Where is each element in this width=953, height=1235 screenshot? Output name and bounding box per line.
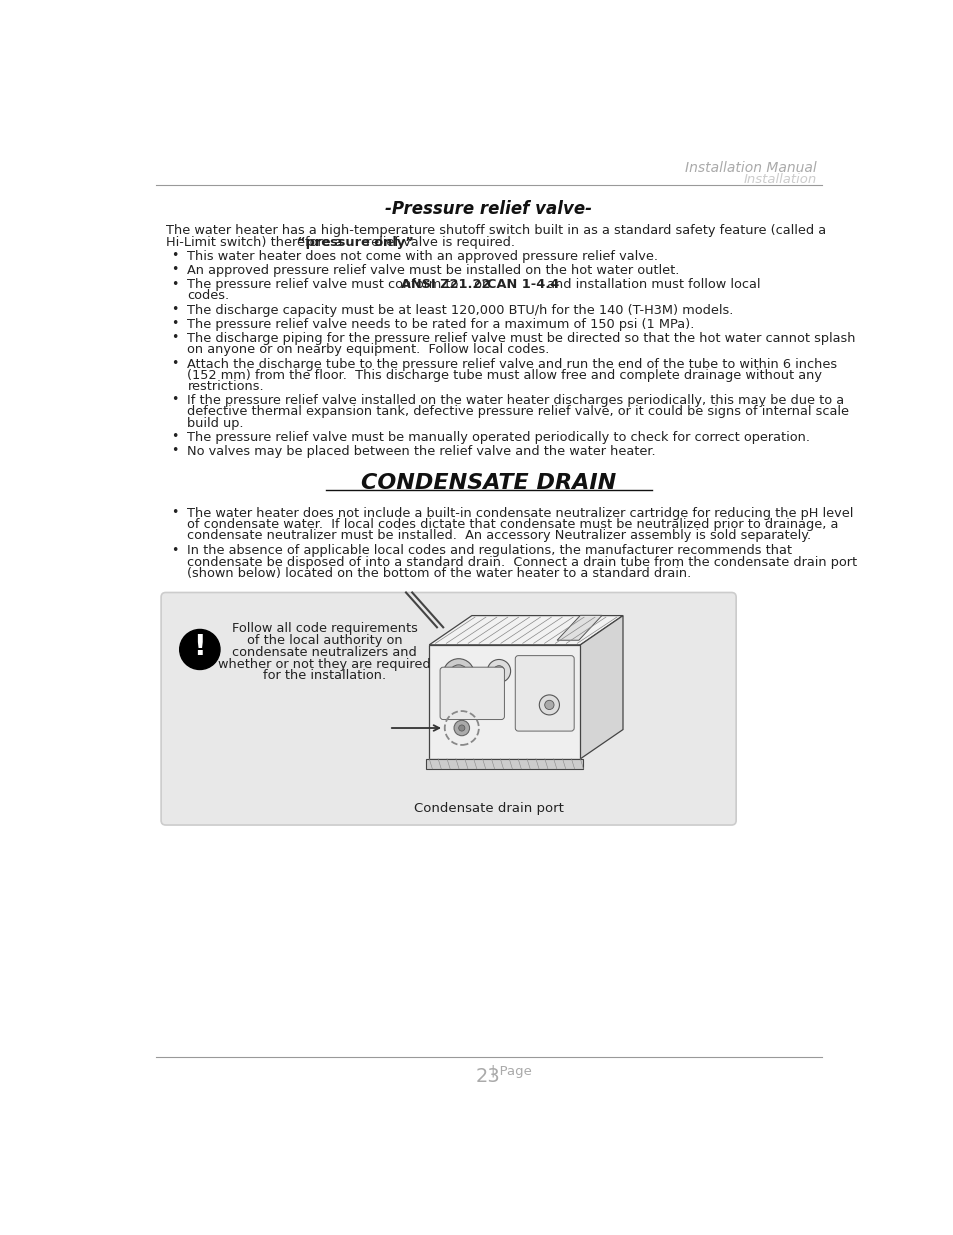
- Text: •: •: [172, 303, 178, 316]
- FancyBboxPatch shape: [161, 593, 736, 825]
- Text: Installation: Installation: [742, 173, 816, 185]
- Text: (shown below) located on the bottom of the water heater to a standard drain.: (shown below) located on the bottom of t…: [187, 567, 691, 579]
- Text: •: •: [172, 445, 178, 457]
- Text: CONDENSATE DRAIN: CONDENSATE DRAIN: [361, 473, 616, 493]
- Text: •: •: [172, 278, 178, 290]
- Text: The pressure relief valve must conform to: The pressure relief valve must conform t…: [187, 278, 462, 291]
- Text: In the absence of applicable local codes and regulations, the manufacturer recom: In the absence of applicable local codes…: [187, 545, 792, 557]
- Text: on anyone or on nearby equipment.  Follow local codes.: on anyone or on nearby equipment. Follow…: [187, 343, 549, 357]
- Text: The discharge piping for the pressure relief valve must be directed so that the : The discharge piping for the pressure re…: [187, 332, 855, 346]
- Circle shape: [443, 658, 474, 689]
- Text: CAN 1-4.4: CAN 1-4.4: [486, 278, 558, 291]
- Text: •: •: [172, 331, 178, 345]
- Circle shape: [449, 664, 468, 683]
- Text: condensate be disposed of into a standard drain.  Connect a drain tube from the : condensate be disposed of into a standar…: [187, 556, 857, 568]
- Text: Installation Manual: Installation Manual: [684, 162, 816, 175]
- Text: Follow all code requirements: Follow all code requirements: [232, 621, 417, 635]
- Text: -Pressure relief valve-: -Pressure relief valve-: [385, 200, 592, 217]
- Text: | Page: | Page: [491, 1066, 532, 1078]
- Text: !: !: [193, 634, 206, 661]
- Text: “pressure only”: “pressure only”: [297, 236, 414, 248]
- Circle shape: [540, 667, 546, 673]
- Text: or: or: [470, 278, 491, 291]
- Text: •: •: [172, 357, 178, 369]
- Text: No valves may be placed between the relief valve and the water heater.: No valves may be placed between the reli…: [187, 445, 656, 458]
- Text: and installation must follow local: and installation must follow local: [542, 278, 760, 291]
- Text: build up.: build up.: [187, 416, 244, 430]
- Text: Attach the discharge tube to the pressure relief valve and run the end of the tu: Attach the discharge tube to the pressur…: [187, 358, 837, 370]
- Text: The pressure relief valve needs to be rated for a maximum of 150 psi (1 MPa).: The pressure relief valve needs to be ra…: [187, 317, 694, 331]
- FancyBboxPatch shape: [515, 656, 574, 731]
- Text: condensate neutralizers and: condensate neutralizers and: [232, 646, 416, 658]
- Text: •: •: [172, 317, 178, 330]
- Text: of the local authority on: of the local authority on: [247, 634, 402, 647]
- Text: •: •: [172, 263, 178, 277]
- Text: The water heater does not include a built-in condensate neutralizer cartridge fo: The water heater does not include a buil…: [187, 508, 853, 520]
- Text: of condensate water.  If local codes dictate that condensate must be neutralized: of condensate water. If local codes dict…: [187, 519, 838, 531]
- Text: for the installation.: for the installation.: [263, 669, 386, 683]
- Circle shape: [493, 666, 504, 677]
- Text: condensate neutralizer must be installed.  An accessory Neutralizer assembly is : condensate neutralizer must be installed…: [187, 530, 811, 542]
- Text: codes.: codes.: [187, 289, 230, 303]
- Text: The water heater has a high-temperature shutoff switch built in as a standard sa: The water heater has a high-temperature …: [166, 225, 825, 237]
- Circle shape: [458, 725, 464, 731]
- Circle shape: [487, 659, 510, 683]
- Circle shape: [454, 720, 469, 736]
- FancyBboxPatch shape: [439, 667, 504, 720]
- Text: 23: 23: [476, 1067, 500, 1086]
- Circle shape: [455, 671, 462, 678]
- Text: If the pressure relief valve installed on the water heater discharges periodical: If the pressure relief valve installed o…: [187, 394, 843, 408]
- Text: •: •: [172, 506, 178, 519]
- Text: The pressure relief valve must be manually operated periodically to check for co: The pressure relief valve must be manual…: [187, 431, 810, 443]
- Text: This water heater does not come with an approved pressure relief valve.: This water heater does not come with an …: [187, 249, 658, 263]
- Text: •: •: [172, 249, 178, 262]
- Text: whether or not they are required: whether or not they are required: [218, 657, 431, 671]
- Bar: [429, 645, 579, 758]
- Text: defective thermal expansion tank, defective pressure relief valve, or it could b: defective thermal expansion tank, defect…: [187, 405, 848, 419]
- Polygon shape: [429, 615, 622, 645]
- Text: Hi-Limit switch) therefore a: Hi-Limit switch) therefore a: [166, 236, 346, 248]
- Polygon shape: [557, 615, 601, 640]
- Polygon shape: [426, 758, 583, 769]
- Circle shape: [538, 695, 558, 715]
- Circle shape: [179, 630, 220, 669]
- Text: The discharge capacity must be at least 120,000 BTU/h for the 140 (T-H3M) models: The discharge capacity must be at least …: [187, 304, 733, 316]
- Polygon shape: [579, 615, 622, 758]
- Text: •: •: [172, 394, 178, 406]
- Text: relief valve is required.: relief valve is required.: [361, 236, 515, 248]
- Text: (152 mm) from the floor.  This discharge tube must allow free and complete drain: (152 mm) from the floor. This discharge …: [187, 369, 821, 382]
- Text: restrictions.: restrictions.: [187, 380, 264, 393]
- Text: Condensate drain port: Condensate drain port: [414, 802, 563, 815]
- Circle shape: [544, 700, 554, 710]
- Text: •: •: [172, 430, 178, 443]
- Text: An approved pressure relief valve must be installed on the hot water outlet.: An approved pressure relief valve must b…: [187, 264, 679, 277]
- Text: ANSI Z21.22: ANSI Z21.22: [400, 278, 490, 291]
- Circle shape: [536, 662, 551, 677]
- Text: •: •: [172, 543, 178, 557]
